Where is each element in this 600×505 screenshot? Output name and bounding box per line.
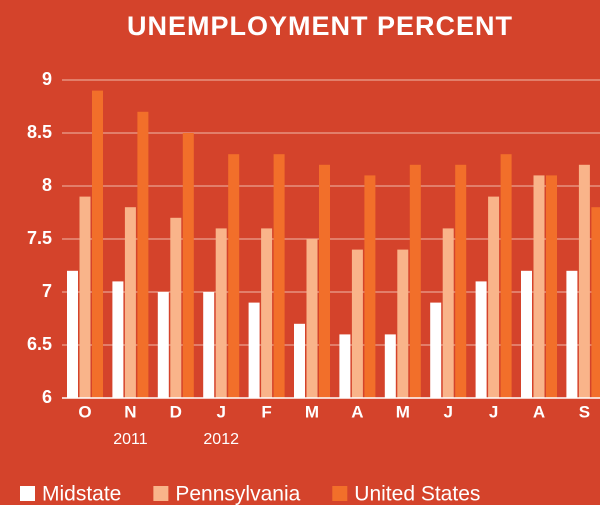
bar — [79, 196, 91, 398]
y-tick-label: 9 — [42, 69, 52, 89]
y-tick-label: 7.5 — [27, 228, 52, 248]
bar — [319, 164, 330, 398]
bar — [591, 207, 600, 398]
year-label: 2012 — [203, 431, 239, 448]
bar — [215, 228, 227, 398]
bar — [546, 175, 557, 398]
x-tick-label: J — [216, 402, 225, 421]
bar — [488, 196, 500, 398]
x-tick-label: F — [261, 402, 271, 421]
bar — [157, 292, 169, 398]
bar — [273, 154, 285, 398]
legend-label: Midstate — [42, 483, 121, 505]
legend-label: Pennsylvania — [175, 483, 300, 505]
bar — [261, 228, 273, 398]
bar — [397, 249, 409, 398]
bar — [294, 323, 305, 398]
bar — [137, 111, 149, 399]
chart-title: UNEMPLOYMENT PERCENT — [127, 11, 513, 41]
legend-swatch — [153, 486, 169, 501]
x-tick-label: M — [305, 402, 319, 421]
bar — [339, 334, 351, 398]
bar — [430, 302, 442, 398]
y-tick-label: 6 — [42, 387, 52, 407]
x-tick-label: J — [443, 402, 452, 421]
bar — [442, 228, 454, 398]
bar — [475, 281, 487, 398]
y-tick-label: 7 — [42, 281, 52, 301]
bar — [182, 133, 194, 398]
bar — [384, 334, 396, 398]
x-tick-label: O — [78, 402, 91, 421]
bar — [170, 217, 182, 398]
bar — [455, 164, 467, 398]
x-tick-label: J — [489, 402, 498, 421]
bar — [521, 270, 532, 398]
bar — [124, 207, 136, 398]
bar — [566, 270, 578, 398]
bar — [112, 281, 124, 398]
x-tick-label: A — [351, 402, 363, 421]
x-tick-label: S — [579, 402, 590, 421]
bar — [351, 249, 363, 398]
bar — [578, 164, 590, 398]
x-tick-label: N — [124, 402, 136, 421]
legend-label: United States — [354, 483, 480, 505]
legend-swatch — [332, 486, 348, 501]
bar — [500, 154, 512, 398]
bar — [409, 164, 421, 398]
bar — [67, 270, 78, 398]
legend-swatch — [20, 486, 35, 501]
bar — [203, 292, 215, 398]
bar — [533, 175, 545, 398]
bar — [92, 90, 103, 398]
bar — [248, 302, 260, 398]
y-tick-label: 8.5 — [27, 122, 52, 142]
bar — [306, 239, 318, 398]
bar — [364, 175, 376, 398]
x-tick-label: A — [533, 402, 545, 421]
bar — [228, 154, 240, 398]
year-label: 2011 — [113, 431, 148, 448]
x-tick-label: D — [170, 402, 182, 421]
y-tick-label: 8 — [42, 175, 52, 195]
y-tick-label: 6.5 — [27, 334, 52, 354]
x-tick-label: M — [396, 402, 410, 421]
